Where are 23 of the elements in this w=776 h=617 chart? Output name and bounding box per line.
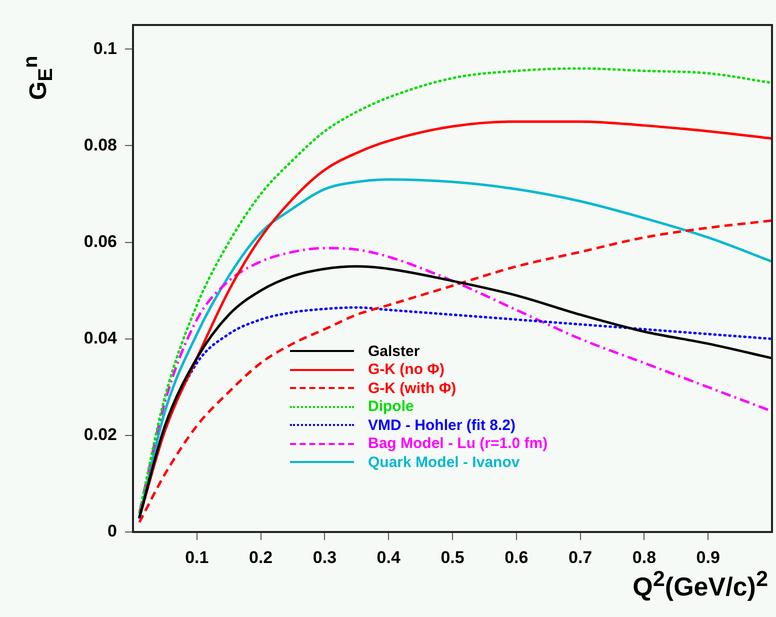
- x-axis-title: Q$^{2}$(GeV/c)$^{2}$: [632, 566, 768, 603]
- x-tick-label: 0.1: [185, 548, 209, 567]
- x-tick-label: 0.7: [568, 548, 592, 567]
- legend-label: VMD - Hohler (fit 8.2): [368, 416, 516, 434]
- legend-label: G-K (with Φ): [368, 380, 456, 397]
- x-tick-label: 0.5: [440, 548, 464, 567]
- y-tick-label: 0.08: [84, 135, 117, 154]
- y-tick-label: 0.04: [84, 328, 118, 348]
- legend-label: Bag Model - Lu (r=1.0 fm): [368, 435, 548, 452]
- x-tick-label: 0.8: [632, 548, 656, 567]
- x-tick-label: 0.4: [376, 548, 401, 567]
- legend-label: Quark Model - Ivanov: [368, 454, 520, 471]
- legend-label: Galster: [368, 342, 420, 360]
- legend-label: G-K (no Φ): [368, 361, 444, 378]
- y-tick-label: 0.06: [84, 232, 117, 251]
- x-tick-label: 0.6: [504, 548, 528, 567]
- y-tick-label: 0.1: [93, 38, 117, 58]
- y-tick-label: 0.02: [84, 425, 117, 444]
- x-tick-label: 0.2: [248, 548, 273, 567]
- y-tick-label: 0: [108, 522, 117, 541]
- legend-label: Dipole: [368, 398, 414, 416]
- x-tick-label: 0.3: [312, 548, 337, 567]
- x-tick-label: 0.9: [696, 548, 720, 567]
